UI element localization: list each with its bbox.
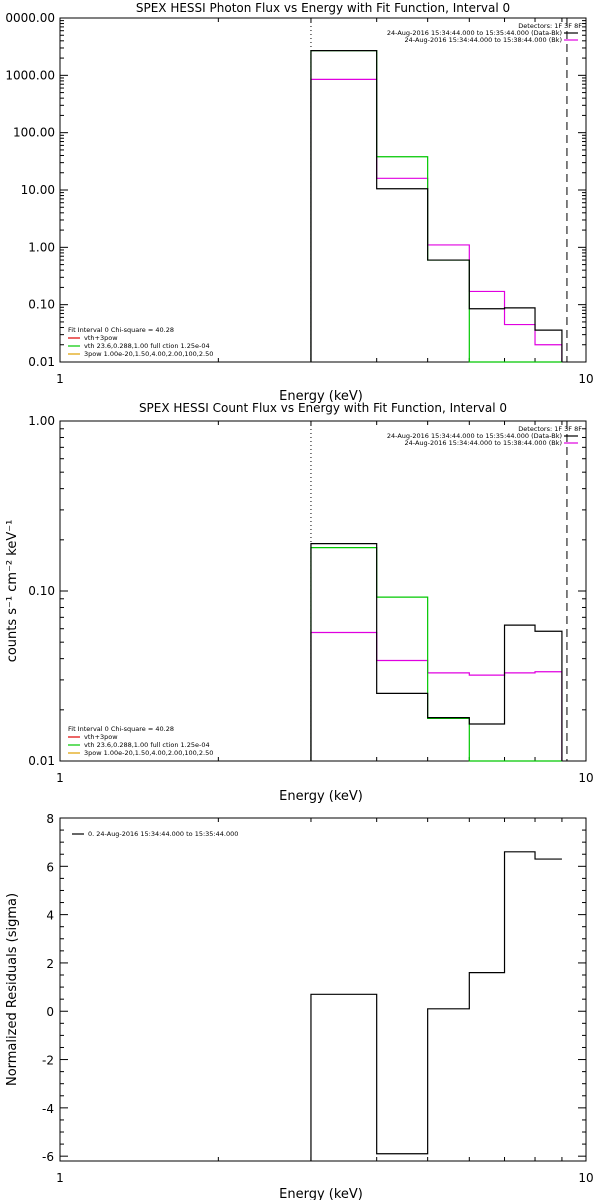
legend-entry-text: 24-Aug-2016 15:34:44.000 to 15:38:44.000… — [405, 439, 562, 447]
legend-detectors: Detectors: 1F 3F 8F — [518, 22, 582, 30]
x-tick-label: 10 — [578, 1171, 593, 1185]
fit-legend-entry: vth 23.6,0.288,1.00 full ction 1.25e-04 — [84, 741, 210, 749]
legend-detectors: Detectors: 1F 3F 8F — [518, 425, 582, 433]
series-line-black — [310, 543, 563, 761]
y-tick-label: 0 — [46, 1005, 54, 1019]
series-line-black — [310, 50, 563, 362]
series-line-green — [310, 547, 562, 762]
x-tick-label: 1 — [56, 372, 64, 386]
y-tick-label: 4 — [46, 909, 54, 923]
chart-panel-3: 1 10 -6 -4 -2 0 2 4 6 8 Energy (keV) Normalized Res… — [5, 812, 594, 1200]
y-tick-label: 0.01 — [28, 355, 55, 369]
fit-legend-entry: Fit Interval 0 Chi-square = 40.28 — [68, 326, 174, 334]
y-tick-label: -6 — [42, 1150, 54, 1164]
y-tick-label: 0.01 — [28, 754, 55, 768]
plot-frame — [59, 420, 587, 762]
plot-frame — [59, 17, 587, 363]
y-tick-label: -2 — [42, 1054, 54, 1068]
chart-panel-2: SPEX HESSI Count Flux vs Energy with Fit… — [5, 401, 594, 804]
series-line-magenta — [310, 631, 563, 761]
legend-entry-text: 0. 24-Aug-2016 15:34:44.000 to 15:35:44.… — [88, 830, 238, 838]
y-tick-label: -4 — [42, 1102, 54, 1116]
x-tick-label: 10 — [578, 771, 593, 785]
y-tick-label: 0.10 — [28, 584, 55, 598]
legend-entry-text: 24-Aug-2016 15:34:44.000 to 15:38:44.000… — [405, 36, 562, 44]
legend-entry-text: 24-Aug-2016 15:34:44.000 to 15:35:44.000… — [387, 432, 562, 440]
y-axis-label: counts s⁻¹ cm⁻² keV⁻¹ — [5, 520, 20, 663]
x-tick-label: 10 — [578, 372, 593, 386]
x-axis-label: Energy (keV) — [279, 789, 363, 804]
y-tick-label: 0.10 — [28, 298, 55, 312]
series-line-magenta — [310, 78, 563, 362]
y-tick-label: 2 — [46, 957, 54, 971]
y-tick-label: 1.00 — [28, 240, 55, 254]
fit-legend-entry: 3pow 1.00e-20,1.50,4.00,2.00,100,2.50 — [84, 749, 213, 757]
fit-legend-entry: Fit Interval 0 Chi-square = 40.28 — [68, 725, 174, 733]
chart-title: SPEX HESSI Photon Flux vs Energy with Fi… — [136, 1, 510, 15]
y-tick-label: 100.00 — [13, 126, 55, 140]
x-tick-label: 1 — [56, 1171, 64, 1185]
y-tick-label: 10.00 — [21, 183, 55, 197]
y-tick-label: 8 — [46, 812, 54, 826]
legend-entry-text: 24-Aug-2016 15:34:44.000 to 15:35:44.000… — [387, 29, 562, 37]
fit-legend-entry: vth+3pow — [84, 334, 118, 342]
series-line-green — [310, 50, 562, 363]
y-tick-label: 6 — [46, 860, 54, 874]
y-tick-label: 1.00 — [28, 414, 55, 428]
y-axis-label: Normalized Residuals (sigma) — [5, 893, 20, 1086]
chart-title: SPEX HESSI Count Flux vs Energy with Fit… — [139, 401, 507, 415]
series-line-black — [310, 851, 562, 1161]
chart-panel-1: SPEX HESSI Photon Flux vs Energy with Fi… — [5, 1, 593, 404]
fit-legend-entry: vth+3pow — [84, 733, 118, 741]
x-axis-label: Energy (keV) — [279, 1187, 363, 1200]
plot-frame — [59, 817, 587, 1162]
x-axis-label: Energy (keV) — [279, 389, 363, 404]
fit-legend-entry: 3pow 1.00e-20,1.50,4.00,2.00,100,2.50 — [84, 350, 213, 358]
y-tick-label: 1000.00 — [5, 68, 55, 82]
y-tick-label: 0000.00 — [5, 11, 55, 25]
x-tick-label: 1 — [56, 771, 64, 785]
fit-legend-entry: vth 23.6,0.288,1.00 full ction 1.25e-04 — [84, 342, 210, 350]
